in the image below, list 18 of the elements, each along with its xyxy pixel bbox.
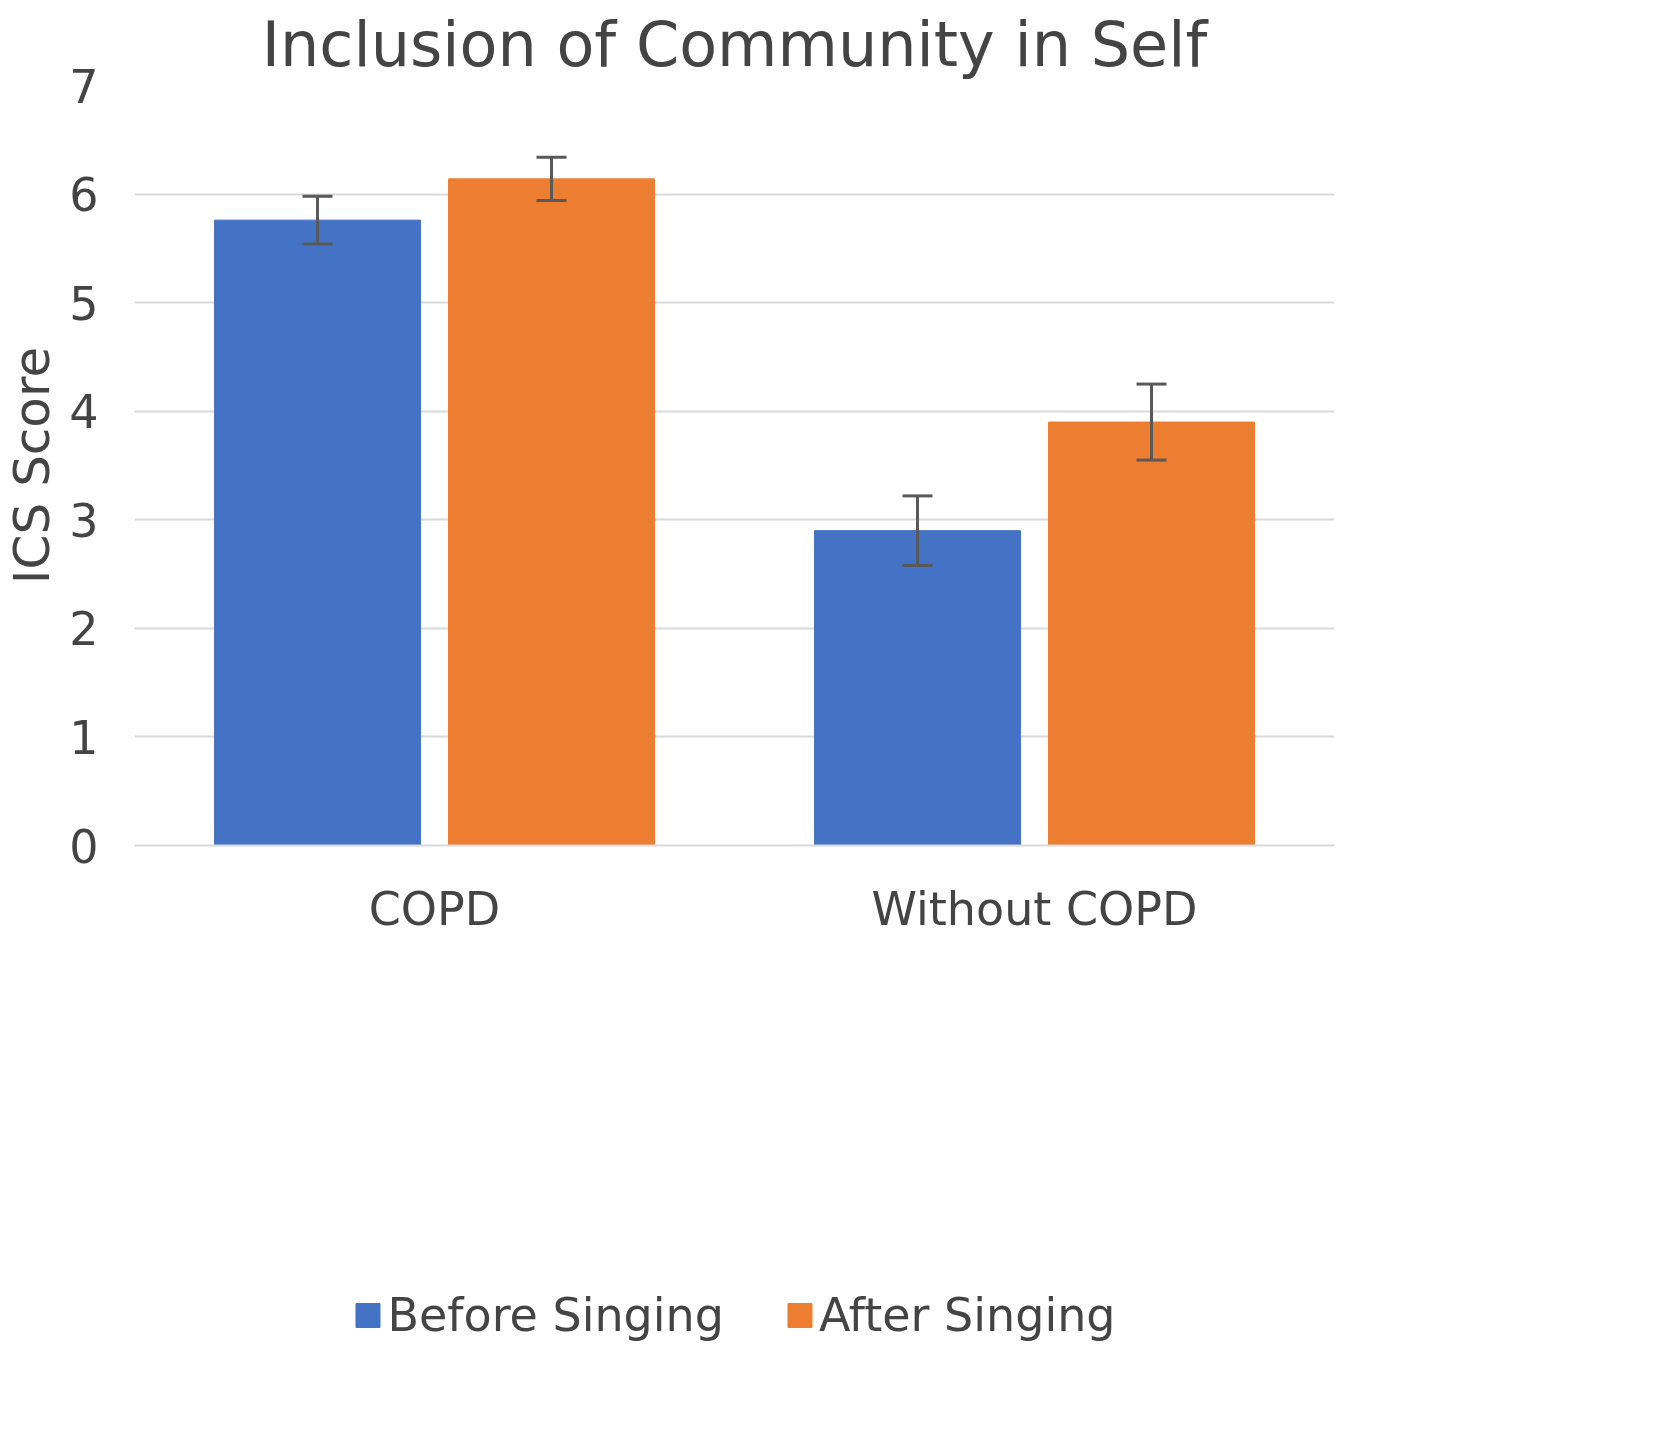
legend-label: Before Singing (387, 1287, 724, 1342)
y-tick-label: 2 (69, 602, 99, 657)
y-tick-label: 0 (69, 819, 99, 874)
y-axis-title: ICS Score (3, 346, 62, 585)
bar (214, 219, 421, 846)
bar (1048, 421, 1255, 846)
y-tick-label: 4 (69, 385, 99, 440)
legend-label: After Singing (818, 1287, 1116, 1342)
y-tick-label: 5 (69, 276, 99, 331)
y-tick-label: 1 (69, 710, 99, 765)
bar (448, 178, 655, 846)
x-tick-label: COPD (368, 881, 501, 936)
x-tick-label: Without COPD (871, 881, 1198, 936)
bar (814, 530, 1021, 846)
chart-title: Inclusion of Community in Self (261, 7, 1210, 81)
y-tick-label: 7 (69, 59, 99, 114)
y-tick-label: 3 (69, 493, 99, 548)
y-tick-label: 6 (69, 168, 99, 223)
